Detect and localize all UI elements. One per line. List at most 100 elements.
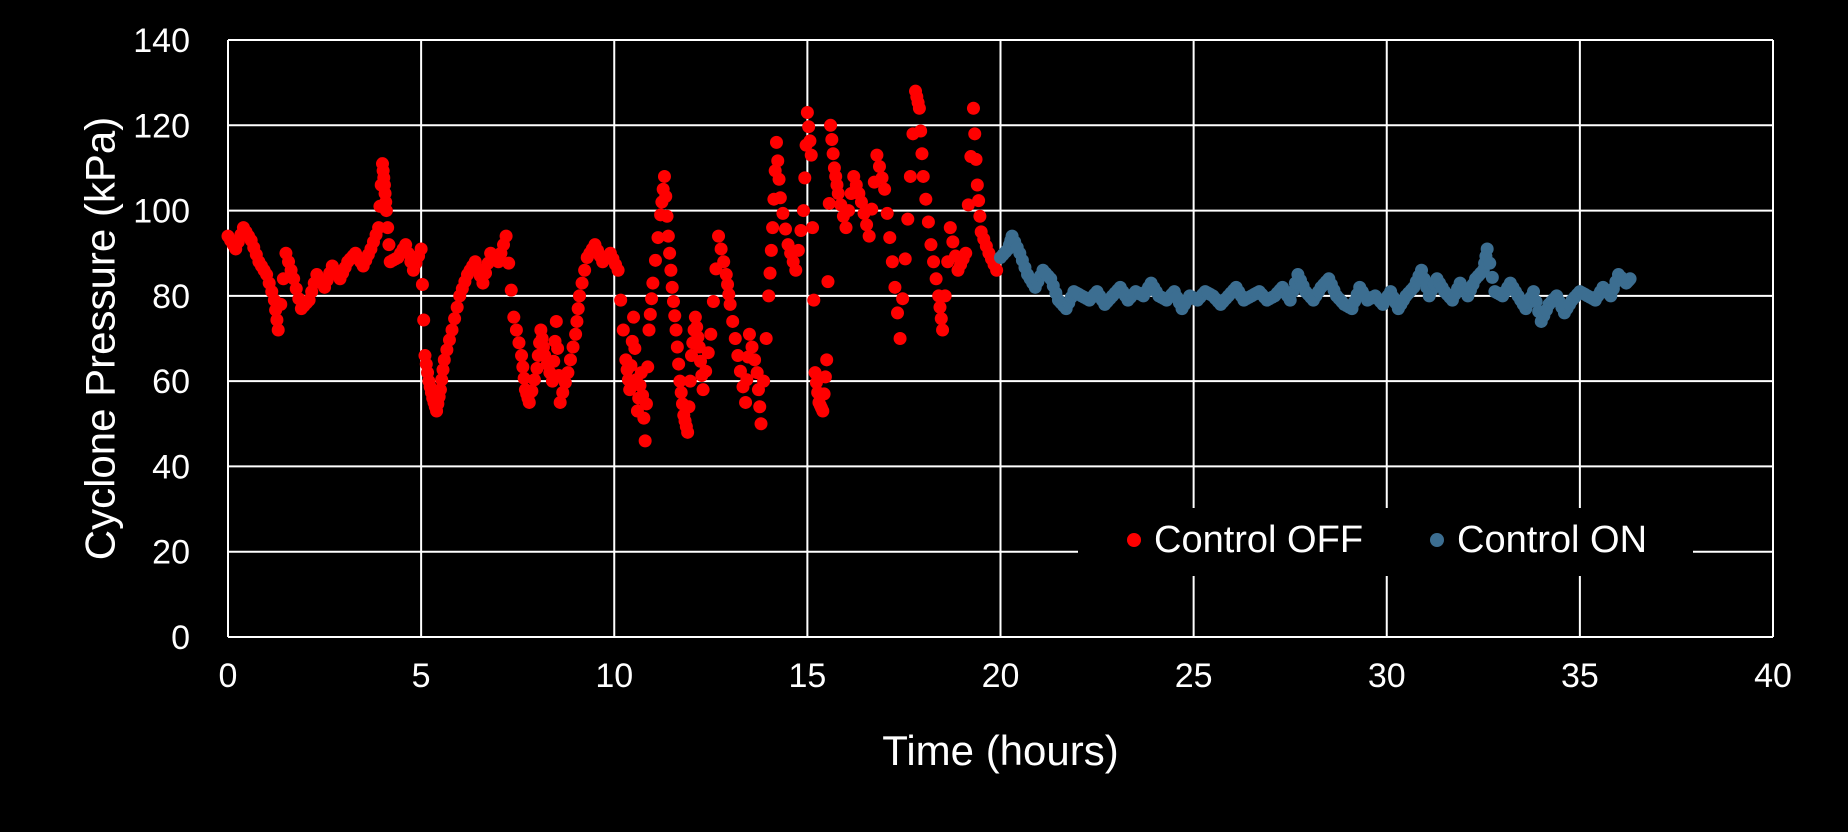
data-point (969, 152, 983, 166)
data-point (509, 323, 523, 337)
data-point (824, 118, 838, 132)
data-point (757, 374, 771, 388)
legend-marker-control-off (1127, 533, 1141, 547)
data-point (666, 295, 680, 309)
data-point (663, 246, 677, 260)
data-point (704, 327, 718, 341)
data-point (553, 395, 567, 409)
data-points (221, 84, 1637, 448)
data-point (872, 160, 886, 174)
y-tick-label: 100 (133, 193, 190, 231)
data-point (740, 373, 754, 387)
data-point (271, 323, 285, 337)
y-tick-label: 60 (152, 363, 190, 401)
data-point (624, 359, 638, 373)
data-point (688, 310, 702, 324)
data-point (916, 169, 930, 183)
data-point (938, 289, 952, 303)
data-point (436, 363, 450, 377)
data-point (270, 313, 284, 327)
legend: Control OFF Control ON (1078, 508, 1693, 576)
x-tick-label: 10 (595, 657, 633, 695)
data-point (970, 178, 984, 192)
data-point (731, 349, 745, 363)
data-point (769, 135, 783, 149)
data-point (865, 202, 879, 216)
data-point (802, 120, 816, 134)
x-tick-label: 20 (982, 657, 1020, 695)
data-point (556, 386, 570, 400)
data-point (547, 354, 561, 368)
data-point (628, 341, 642, 355)
data-point (772, 172, 786, 186)
legend-marker-control-on (1430, 533, 1444, 547)
data-point (699, 364, 713, 378)
data-point (766, 221, 780, 235)
y-tick-label: 80 (152, 278, 190, 316)
x-tick-label: 25 (1175, 657, 1213, 695)
data-point (569, 327, 583, 341)
data-point (249, 248, 263, 262)
data-point (966, 101, 980, 115)
data-point (791, 243, 805, 257)
data-point (657, 169, 671, 183)
data-point (870, 148, 884, 162)
data-point (674, 386, 688, 400)
data-point (901, 212, 915, 226)
data-point (442, 333, 456, 347)
x-tick-label: 30 (1368, 657, 1406, 695)
data-point (764, 243, 778, 257)
data-point (642, 323, 656, 337)
data-point (673, 374, 687, 388)
y-tick-label: 20 (152, 534, 190, 572)
data-point (745, 340, 759, 354)
y-tick-label: 120 (133, 107, 190, 145)
data-point (880, 206, 894, 220)
data-point (450, 300, 464, 314)
data-point (381, 221, 395, 235)
data-point (641, 360, 655, 374)
data-point (778, 222, 792, 236)
data-point (502, 256, 516, 270)
data-point (525, 384, 539, 398)
data-point (614, 293, 628, 307)
data-point (762, 289, 776, 303)
data-point (570, 314, 584, 328)
data-point (683, 374, 697, 388)
data-point (507, 310, 521, 324)
data-point (479, 266, 492, 280)
data-point (1485, 270, 1499, 284)
data-point (936, 323, 950, 337)
data-point (651, 231, 665, 245)
series-control-on (994, 229, 1637, 328)
data-point (1483, 256, 1497, 270)
data-point (714, 242, 728, 256)
data-point (578, 263, 592, 277)
data-point (421, 366, 435, 380)
data-point (660, 209, 674, 223)
x-tick-label: 40 (1754, 657, 1792, 695)
data-point (265, 285, 279, 299)
data-point (257, 263, 271, 277)
data-point (435, 373, 449, 387)
data-point (646, 276, 660, 290)
data-point (665, 280, 679, 294)
data-point (276, 272, 290, 286)
data-point (803, 134, 817, 148)
data-point (382, 238, 396, 252)
data-point (445, 323, 459, 337)
data-point (627, 310, 641, 324)
data-point (817, 387, 831, 401)
x-tick-label: 5 (412, 657, 431, 695)
data-point (530, 361, 544, 375)
data-point (759, 332, 773, 345)
x-axis-ticks: 0 5 10 15 20 25 30 35 40 (219, 657, 1792, 695)
x-tick-label: 35 (1561, 657, 1599, 695)
data-point (776, 206, 790, 220)
data-point (616, 323, 630, 337)
data-point (415, 277, 429, 291)
data-point (878, 182, 892, 196)
data-point (623, 383, 637, 397)
